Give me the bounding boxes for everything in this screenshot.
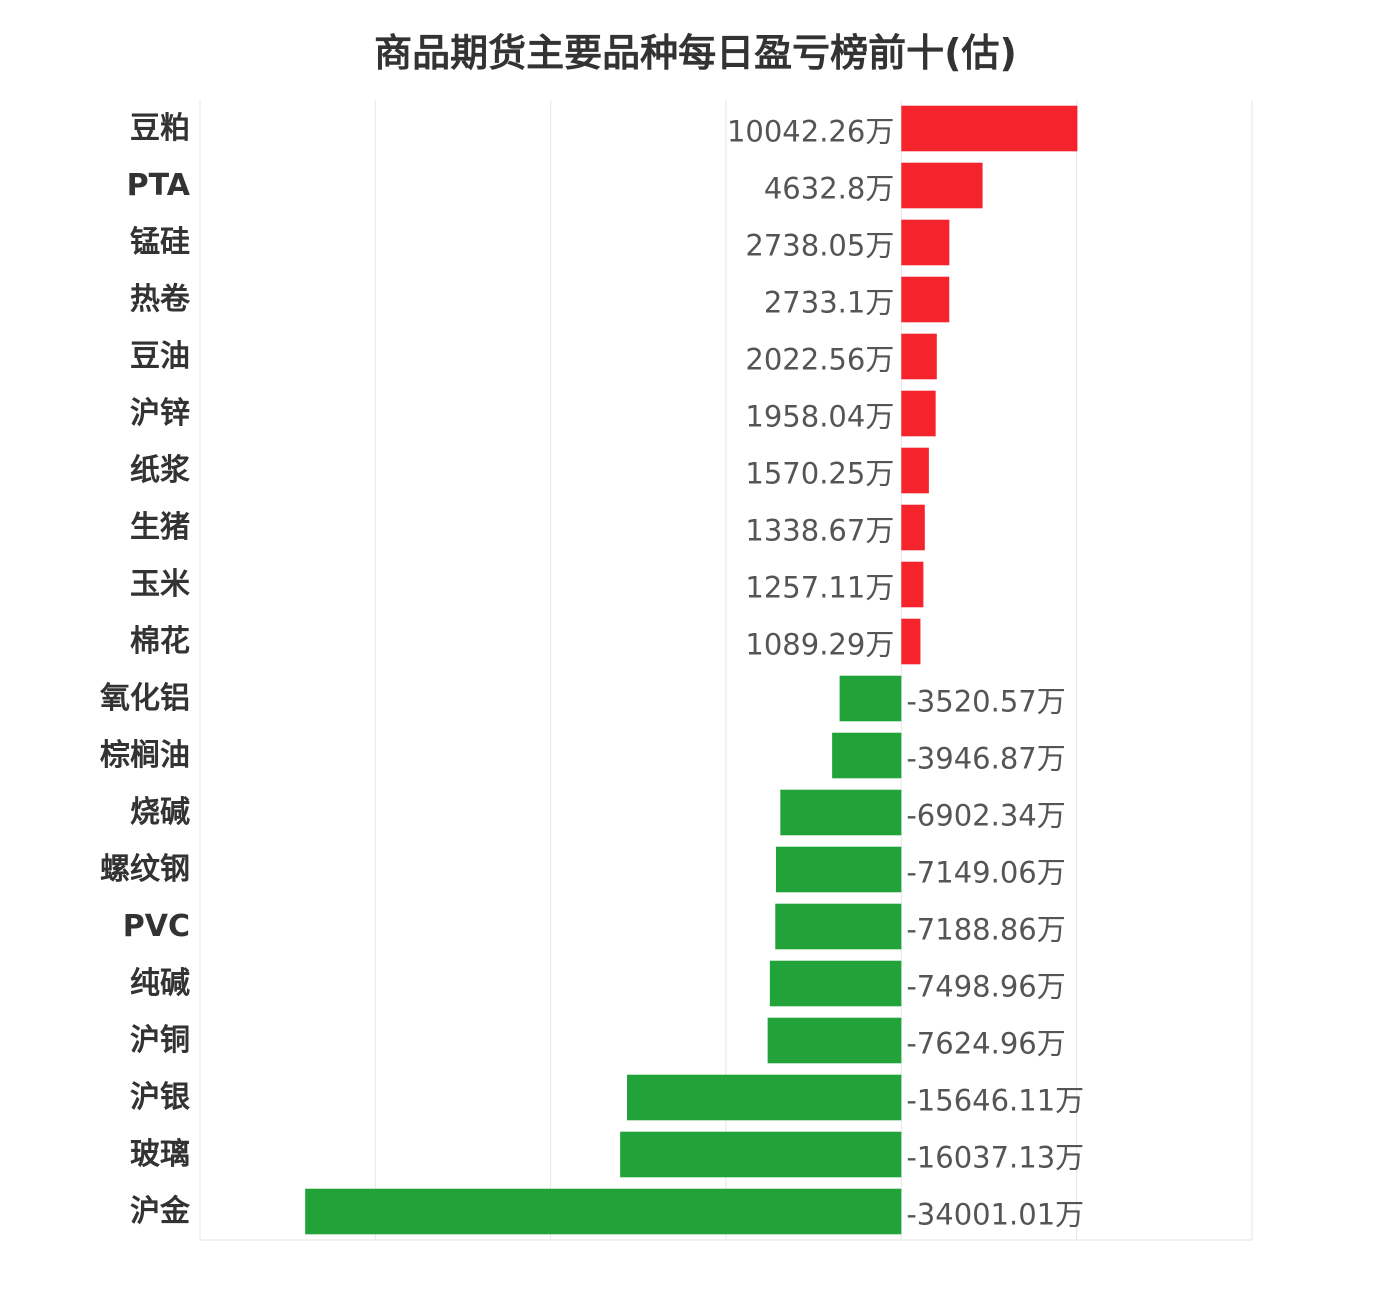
category-label: 豆粕 — [130, 111, 190, 146]
data-label: -15646.11万 — [906, 1084, 1084, 1118]
data-label: -7149.06万 — [906, 856, 1065, 890]
chart-title: 商品期货主要品种每日盈亏榜前十(估) — [374, 31, 1017, 75]
category-label: PTA — [127, 168, 191, 203]
data-label: 1958.04万 — [745, 400, 894, 434]
bar — [775, 846, 902, 893]
bar — [901, 504, 925, 551]
bar — [627, 1074, 902, 1121]
bar — [901, 162, 983, 209]
data-label: -7624.96万 — [906, 1027, 1065, 1061]
bar — [305, 1188, 902, 1235]
bar — [901, 390, 936, 437]
data-label: -3946.87万 — [906, 742, 1065, 776]
data-label: -3520.57万 — [906, 685, 1065, 719]
category-label: 烧碱 — [130, 795, 190, 830]
category-label: 玻璃 — [130, 1137, 190, 1172]
bar — [832, 732, 902, 779]
bar — [901, 561, 924, 608]
bar — [839, 675, 902, 722]
data-label: -34001.01万 — [906, 1198, 1084, 1232]
category-label: PVC — [123, 909, 190, 944]
data-label: 2022.56万 — [745, 343, 894, 377]
bar — [901, 105, 1078, 152]
data-label: 1257.11万 — [745, 571, 894, 605]
category-label: 玉米 — [130, 567, 190, 602]
category-label: 热卷 — [130, 282, 191, 317]
category-label: 沪锌 — [130, 396, 190, 431]
data-label: 10042.26万 — [727, 115, 894, 149]
data-label: 4632.8万 — [764, 172, 894, 206]
bar — [901, 219, 950, 266]
bar — [901, 447, 929, 494]
category-label: 锰硅 — [130, 225, 190, 260]
data-label: -6902.34万 — [906, 799, 1065, 833]
category-label: 螺纹钢 — [100, 852, 190, 887]
bar — [775, 903, 902, 950]
bar — [901, 618, 921, 665]
bar — [769, 960, 902, 1007]
data-label: -7498.96万 — [906, 970, 1065, 1004]
category-label: 氧化铝 — [100, 681, 190, 716]
data-label: 1089.29万 — [745, 628, 894, 662]
bar — [767, 1017, 902, 1064]
category-label: 沪铜 — [130, 1023, 190, 1058]
data-label: -16037.13万 — [906, 1141, 1084, 1175]
data-label: 2733.1万 — [764, 286, 894, 320]
data-label: -7188.86万 — [906, 913, 1065, 947]
category-label: 纯碱 — [130, 966, 190, 1001]
bar — [901, 333, 937, 380]
bar — [901, 276, 950, 323]
category-label: 棉花 — [130, 624, 190, 659]
data-label: 2738.05万 — [745, 229, 894, 263]
category-label: 豆油 — [130, 339, 190, 374]
category-label: 沪银 — [130, 1080, 190, 1115]
bar — [620, 1131, 902, 1178]
bar — [780, 789, 902, 836]
category-label: 生猪 — [130, 510, 190, 545]
data-label: 1570.25万 — [745, 457, 894, 491]
category-label: 棕榈油 — [100, 738, 190, 773]
category-label: 沪金 — [130, 1194, 191, 1229]
data-label: 1338.67万 — [745, 514, 894, 548]
category-label: 纸浆 — [130, 453, 190, 488]
